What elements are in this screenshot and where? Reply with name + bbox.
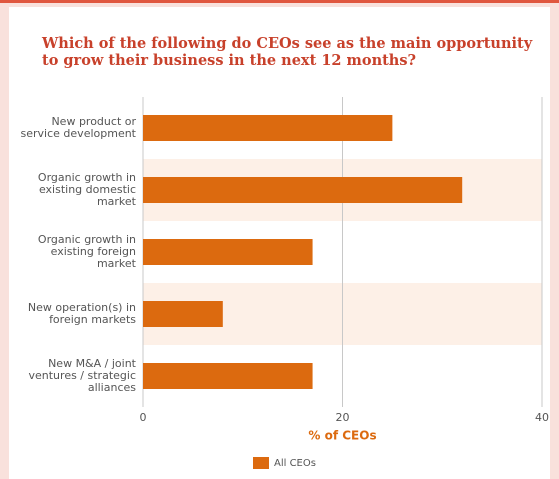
y-tick-label: New operation(s) in foreign markets [27, 301, 136, 326]
x-axis-label: % of CEOs [308, 429, 376, 443]
chart-title: Which of the following do CEOs see as th… [42, 35, 533, 69]
legend-swatch [253, 457, 269, 469]
bar [143, 301, 223, 327]
bar [143, 115, 393, 141]
legend-label: All CEOs [274, 458, 316, 469]
y-tick-label: Organic growth in existing domestic mark… [37, 171, 136, 208]
x-tick-label: 40 [535, 411, 549, 424]
bar [143, 239, 313, 265]
y-tick-label: Organic growth in existing foreign marke… [37, 233, 136, 270]
y-tick-label: New product or service development [20, 115, 136, 140]
top-border [0, 0, 559, 3]
y-tick-label: New M&A / joint ventures / strategic all… [28, 357, 137, 394]
x-tick-label: 0 [140, 411, 147, 424]
bar [143, 177, 463, 203]
x-tick-label: 20 [336, 411, 350, 424]
bar [143, 363, 313, 389]
